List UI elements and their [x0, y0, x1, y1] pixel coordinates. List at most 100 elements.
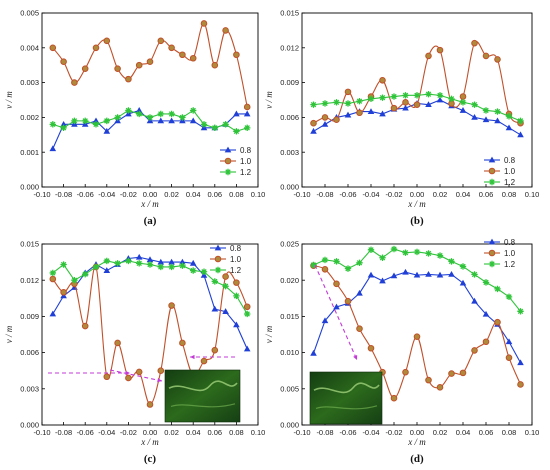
- data-point: [157, 37, 165, 45]
- x-tick-label: -0.10: [33, 428, 50, 437]
- legend-marker: [488, 167, 496, 175]
- data-point: [189, 259, 197, 266]
- data-point: [125, 374, 132, 382]
- y-tick-label: 0.004: [20, 43, 39, 52]
- x-tick-label: 0.10: [251, 428, 266, 437]
- legend-marker: [488, 249, 496, 257]
- dashed-arrow: [314, 264, 358, 361]
- y-tick-label: 0.020: [280, 276, 299, 285]
- data-point: [243, 103, 251, 111]
- panel-label: (a): [144, 215, 157, 227]
- data-point: [517, 117, 524, 125]
- y-tick-label: 0.001: [20, 148, 39, 157]
- data-point: [517, 359, 524, 366]
- series-line: [313, 248, 521, 312]
- legend-label: 1.2: [240, 168, 252, 177]
- data-point: [482, 279, 490, 286]
- data-point: [233, 110, 240, 117]
- data-point: [125, 257, 132, 265]
- data-point: [517, 308, 524, 315]
- data-point: [233, 128, 240, 135]
- data-point: [92, 263, 100, 271]
- data-point: [321, 266, 329, 273]
- data-point: [103, 373, 111, 381]
- legend: 0.8 1.0 1.2: [484, 156, 516, 187]
- data-point: [179, 262, 186, 269]
- x-tick-label: -0.06: [339, 190, 356, 199]
- data-point: [189, 54, 197, 62]
- data-point: [168, 263, 175, 271]
- data-point: [494, 108, 501, 115]
- data-point: [146, 256, 154, 263]
- data-point: [356, 289, 363, 296]
- x-tick-label: -0.08: [55, 428, 72, 437]
- data-point: [146, 261, 154, 268]
- legend-marker: [214, 266, 222, 274]
- data-point: [310, 119, 317, 127]
- legend-label: 0.8: [240, 146, 252, 155]
- data-point: [459, 263, 467, 270]
- data-point: [471, 297, 478, 304]
- y-tick-label: 0.006: [280, 113, 299, 122]
- legend-marker: [224, 168, 232, 176]
- legend-marker: [214, 255, 222, 263]
- data-point: [211, 278, 218, 285]
- data-point: [448, 271, 455, 277]
- data-point: [157, 258, 165, 265]
- y-tick-label: 0.003: [20, 384, 39, 393]
- x-tick-label: -0.04: [98, 190, 115, 199]
- series-1-2: [49, 107, 251, 135]
- data-point: [402, 249, 409, 256]
- data-point: [413, 271, 421, 278]
- data-point: [505, 293, 513, 301]
- data-point: [321, 256, 329, 264]
- data-point: [379, 110, 386, 117]
- data-point: [459, 107, 467, 113]
- x-axis-label: x / m: [407, 199, 426, 209]
- x-tick-label: 0.00: [410, 428, 425, 437]
- data-point: [200, 121, 208, 128]
- data-point: [402, 268, 409, 275]
- chart-root: -0.10 -0.08 -0.06 -0.04 -0.02 0.00 0.02 0.04 0.0…: [4, 9, 539, 465]
- inset-photo: [48, 354, 241, 423]
- y-tick-label: 0.015: [280, 312, 299, 321]
- legend-marker: [488, 238, 496, 245]
- legend-label: 0.8: [504, 156, 516, 165]
- data-point: [233, 292, 240, 300]
- data-point: [505, 338, 513, 345]
- data-point: [190, 267, 197, 274]
- legend-marker: [488, 156, 496, 163]
- y-tick-label: 0.012: [20, 276, 39, 285]
- series-1-2: [49, 257, 251, 318]
- legend-marker: [224, 146, 232, 153]
- data-point: [459, 369, 467, 377]
- x-tick-label: -0.10: [293, 190, 310, 199]
- data-point: [60, 58, 67, 66]
- x-tick-label: -0.06: [77, 428, 94, 437]
- data-point: [60, 261, 67, 268]
- data-point: [425, 52, 432, 60]
- data-point: [425, 101, 432, 108]
- data-point: [125, 75, 132, 83]
- data-point: [179, 51, 186, 59]
- data-point: [168, 302, 175, 309]
- legend-marker: [488, 260, 496, 268]
- data-point: [379, 76, 386, 84]
- y-axis-label: v / m: [264, 91, 274, 109]
- data-point: [494, 117, 501, 124]
- y-tick-label: 0.003: [280, 148, 299, 157]
- x-tick-label: 0.10: [525, 428, 540, 437]
- panel-a: -0.10 -0.08 -0.06 -0.04 -0.02 0.00 0.02 0.04 0.0…: [4, 9, 265, 227]
- x-tick-label: 0.06: [207, 428, 222, 437]
- dashed-arrow: [109, 369, 163, 382]
- data-point: [82, 117, 89, 125]
- data-point: [222, 27, 229, 34]
- y-tick-label: 0.000: [20, 183, 39, 192]
- data-point: [92, 44, 100, 52]
- data-point: [244, 310, 251, 318]
- data-point: [494, 285, 501, 293]
- data-point: [436, 384, 444, 391]
- y-tick-label: 0.012: [280, 43, 299, 52]
- arrow-head: [353, 355, 358, 360]
- x-tick-label: -0.04: [362, 190, 379, 199]
